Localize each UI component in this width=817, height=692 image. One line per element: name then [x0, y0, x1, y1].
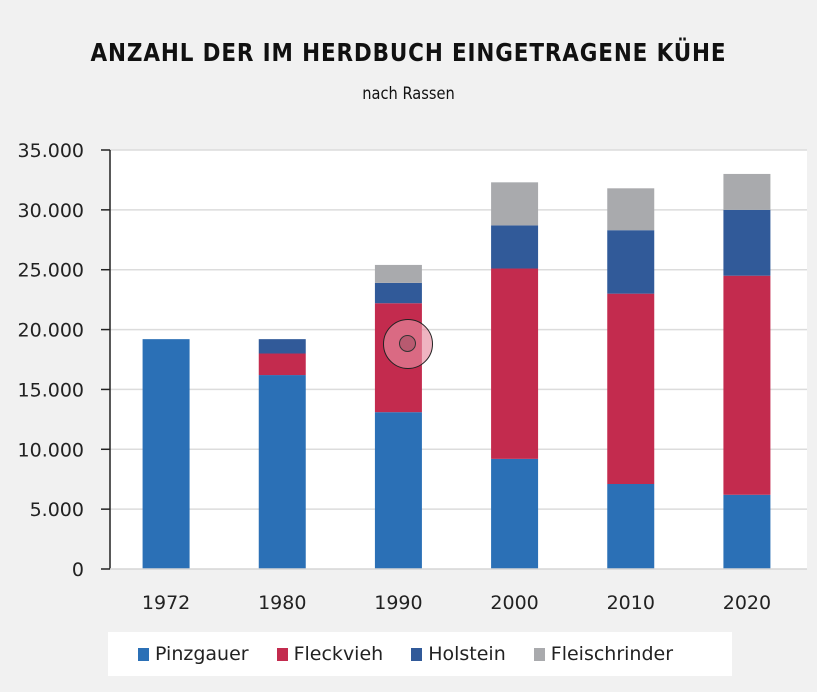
legend-item-fleckvieh: Fleckvieh — [276, 643, 384, 665]
x-tick-label: 2000 — [490, 592, 538, 614]
legend-label: Holstein — [428, 643, 506, 665]
bar-segment-pinzgauer-2010 — [607, 484, 655, 569]
bar-segment-fleischrinder-2020 — [723, 173, 771, 210]
y-tick-label: 20.000 — [18, 320, 84, 342]
y-tick-label: 35.000 — [18, 140, 84, 162]
legend-label: Pinzgauer — [155, 643, 249, 665]
gridlines — [110, 149, 807, 510]
y-tick-label: 0 — [72, 559, 84, 581]
bar-segment-fleckvieh-2000 — [491, 268, 539, 459]
legend-item-holstein: Holstein — [411, 643, 506, 665]
legend-item-pinzgauer: Pinzgauer — [138, 643, 249, 665]
legend-swatch-pinzgauer — [138, 647, 149, 661]
y-tick-label: 25.000 — [18, 260, 84, 282]
x-tick-label: 1972 — [142, 592, 190, 614]
x-tick-label: 2010 — [607, 592, 655, 614]
bar-segment-holstein-1990 — [374, 282, 422, 304]
bar-segment-pinzgauer-1972 — [142, 339, 190, 569]
legend-swatch-holstein — [411, 647, 423, 661]
plot-area — [110, 150, 807, 569]
bar-segment-holstein-1980 — [258, 339, 306, 354]
y-tick-label: 15.000 — [18, 379, 84, 401]
bar-segment-pinzgauer-1980 — [258, 375, 306, 569]
chart-title: ANZAHL DER IM HERDBUCH EINGETRAGENE KÜHE — [90, 38, 727, 67]
legend-label: Fleischrinder — [550, 643, 674, 665]
bar-segment-fleischrinder-2000 — [491, 182, 539, 226]
bar-segment-pinzgauer-2000 — [491, 458, 539, 569]
click-target-center — [399, 335, 416, 352]
bar-segment-holstein-2000 — [491, 225, 539, 269]
chart-subtitle: nach Rassen — [362, 84, 455, 104]
bar-segment-fleckvieh-2020 — [723, 275, 771, 495]
bars — [142, 173, 771, 569]
x-axis: 1972 1980 1990 2000 2010 2020 — [110, 568, 807, 614]
legend: Pinzgauer Fleckvieh Holstein Fleischrind… — [108, 632, 732, 676]
x-tick-label: 1980 — [258, 592, 306, 614]
y-axis: 0 5.000 10.000 15.000 20.000 25.000 30.000 35.0… — [18, 140, 111, 581]
bar-segment-pinzgauer-1990 — [374, 412, 422, 569]
y-tick-label: 10.000 — [18, 439, 84, 461]
bar-segment-holstein-2010 — [607, 230, 655, 294]
bar-segment-holstein-2020 — [723, 209, 771, 276]
bar-segment-fleckvieh-2010 — [607, 293, 655, 485]
x-tick-label: 1990 — [374, 592, 422, 614]
y-tick-label: 5.000 — [30, 499, 84, 521]
x-tick-label: 2020 — [723, 592, 771, 614]
bar-segment-pinzgauer-2020 — [723, 494, 771, 569]
click-target-indicator — [383, 319, 433, 369]
y-tick-label: 30.000 — [18, 200, 84, 222]
bar-segment-fleischrinder-1990 — [374, 264, 422, 283]
legend-item-fleischrinder: Fleischrinder — [533, 643, 674, 665]
legend-swatch-fleckvieh — [276, 647, 288, 661]
bar-segment-fleischrinder-2010 — [607, 188, 655, 231]
bar-segment-fleckvieh-1980 — [258, 353, 306, 376]
legend-swatch-fleischrinder — [533, 647, 545, 661]
legend-label: Fleckvieh — [293, 643, 384, 665]
